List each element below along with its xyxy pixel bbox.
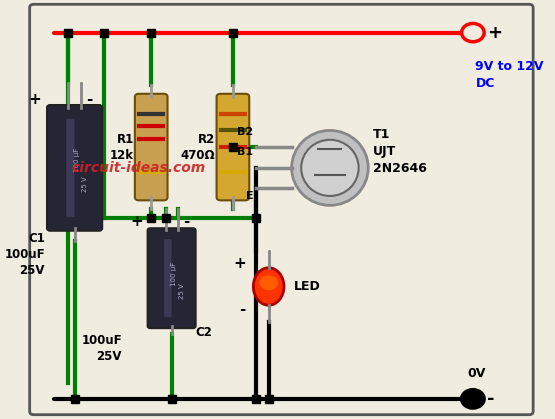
Text: R2
470Ω: R2 470Ω xyxy=(181,132,215,162)
Text: 100 µF: 100 µF xyxy=(171,262,177,286)
Text: +: + xyxy=(487,23,502,41)
Text: 25 V: 25 V xyxy=(82,177,88,192)
FancyBboxPatch shape xyxy=(135,94,168,200)
Text: T1
UJT
2N2646: T1 UJT 2N2646 xyxy=(374,128,427,175)
Text: +: + xyxy=(29,92,42,107)
FancyBboxPatch shape xyxy=(216,94,249,200)
Text: R1
12k: R1 12k xyxy=(110,132,134,162)
Text: 9V to 12V
DC: 9V to 12V DC xyxy=(476,59,544,90)
Text: -: - xyxy=(183,215,189,230)
Text: 25 V: 25 V xyxy=(179,283,185,299)
Circle shape xyxy=(462,390,484,408)
Text: 100uF
25V: 100uF 25V xyxy=(82,334,122,363)
Text: +: + xyxy=(233,256,246,271)
FancyBboxPatch shape xyxy=(29,4,533,415)
Text: 0V: 0V xyxy=(468,367,486,380)
FancyBboxPatch shape xyxy=(164,239,171,317)
Text: +: + xyxy=(131,215,144,230)
Text: C1
100uF
25V: C1 100uF 25V xyxy=(4,233,45,277)
Text: B1: B1 xyxy=(237,147,253,158)
Ellipse shape xyxy=(259,275,278,290)
Text: LED: LED xyxy=(294,280,321,293)
Text: circuit-ideas.com: circuit-ideas.com xyxy=(71,161,205,175)
Ellipse shape xyxy=(301,140,359,196)
FancyBboxPatch shape xyxy=(148,228,195,328)
Ellipse shape xyxy=(253,268,284,305)
FancyBboxPatch shape xyxy=(47,105,102,231)
Ellipse shape xyxy=(291,130,368,205)
Text: -: - xyxy=(239,302,246,317)
Circle shape xyxy=(462,23,484,42)
Text: C2: C2 xyxy=(195,326,213,339)
FancyBboxPatch shape xyxy=(66,119,74,217)
Text: -: - xyxy=(487,390,495,408)
Text: B2: B2 xyxy=(237,127,253,137)
Text: -: - xyxy=(86,92,92,107)
Text: E: E xyxy=(246,191,253,201)
Text: 100 µF: 100 µF xyxy=(74,147,80,172)
